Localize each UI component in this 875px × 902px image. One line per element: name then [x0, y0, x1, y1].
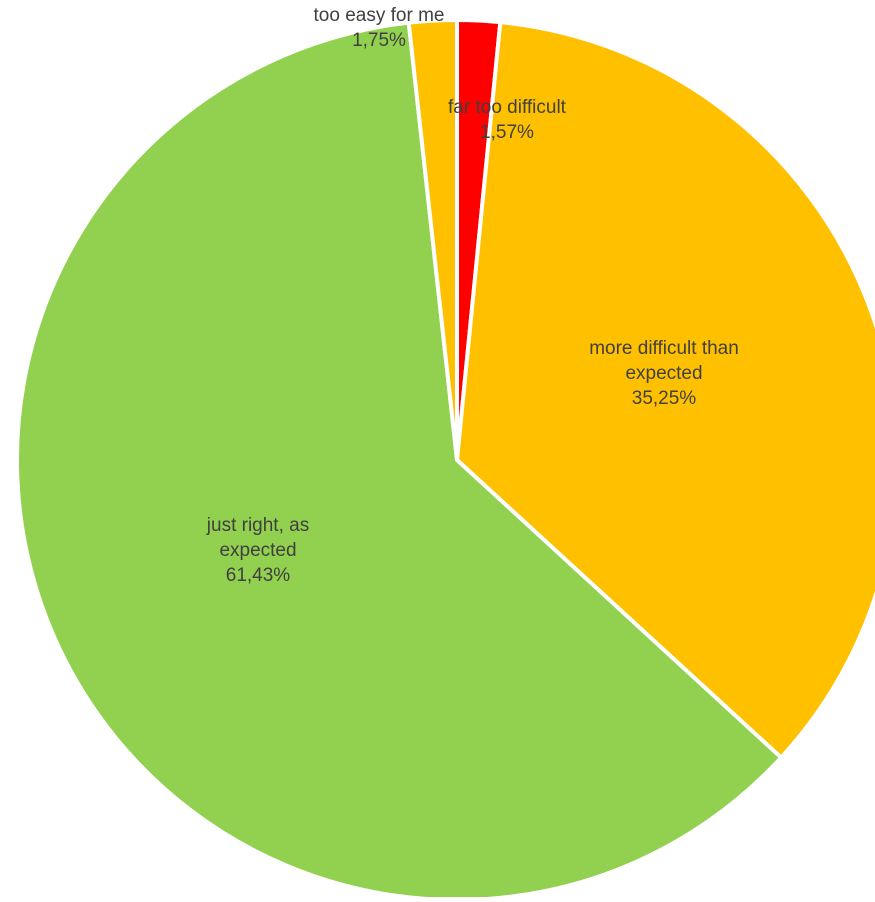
data-label-category: far too difficult [448, 97, 567, 118]
data-label-category: too easy for me [314, 5, 445, 26]
pie-slices [15, 18, 875, 902]
data-label-percent: 35,25% [632, 388, 697, 409]
data-label-far-too-difficult: far too difficult 1,57% [448, 97, 567, 143]
data-label-too-easy-for-me: too easy for me 1,75% [314, 5, 445, 51]
data-label-percent: 1,75% [352, 30, 406, 51]
pie-slice-more-difficult-than-expected [455, 20, 875, 760]
data-label-just-right-as-expected: just right, as expected 61,43% [206, 515, 309, 586]
data-label-category: just right, as [206, 515, 309, 536]
data-label-category: expected [219, 540, 296, 561]
data-label-category: more difficult than [589, 338, 739, 359]
data-label-percent: 1,57% [480, 122, 534, 143]
data-label-category: expected [625, 363, 702, 384]
pie-data-labels: far too difficult 1,57% more difficult tha… [206, 5, 739, 586]
pie-slice-too-easy-for-me [406, 18, 459, 462]
data-label-percent: 61,43% [226, 565, 291, 586]
pie-slice-just-right-as-expected [15, 20, 784, 902]
data-label-more-difficult-than-expected: more difficult than expected 35,25% [589, 338, 739, 409]
